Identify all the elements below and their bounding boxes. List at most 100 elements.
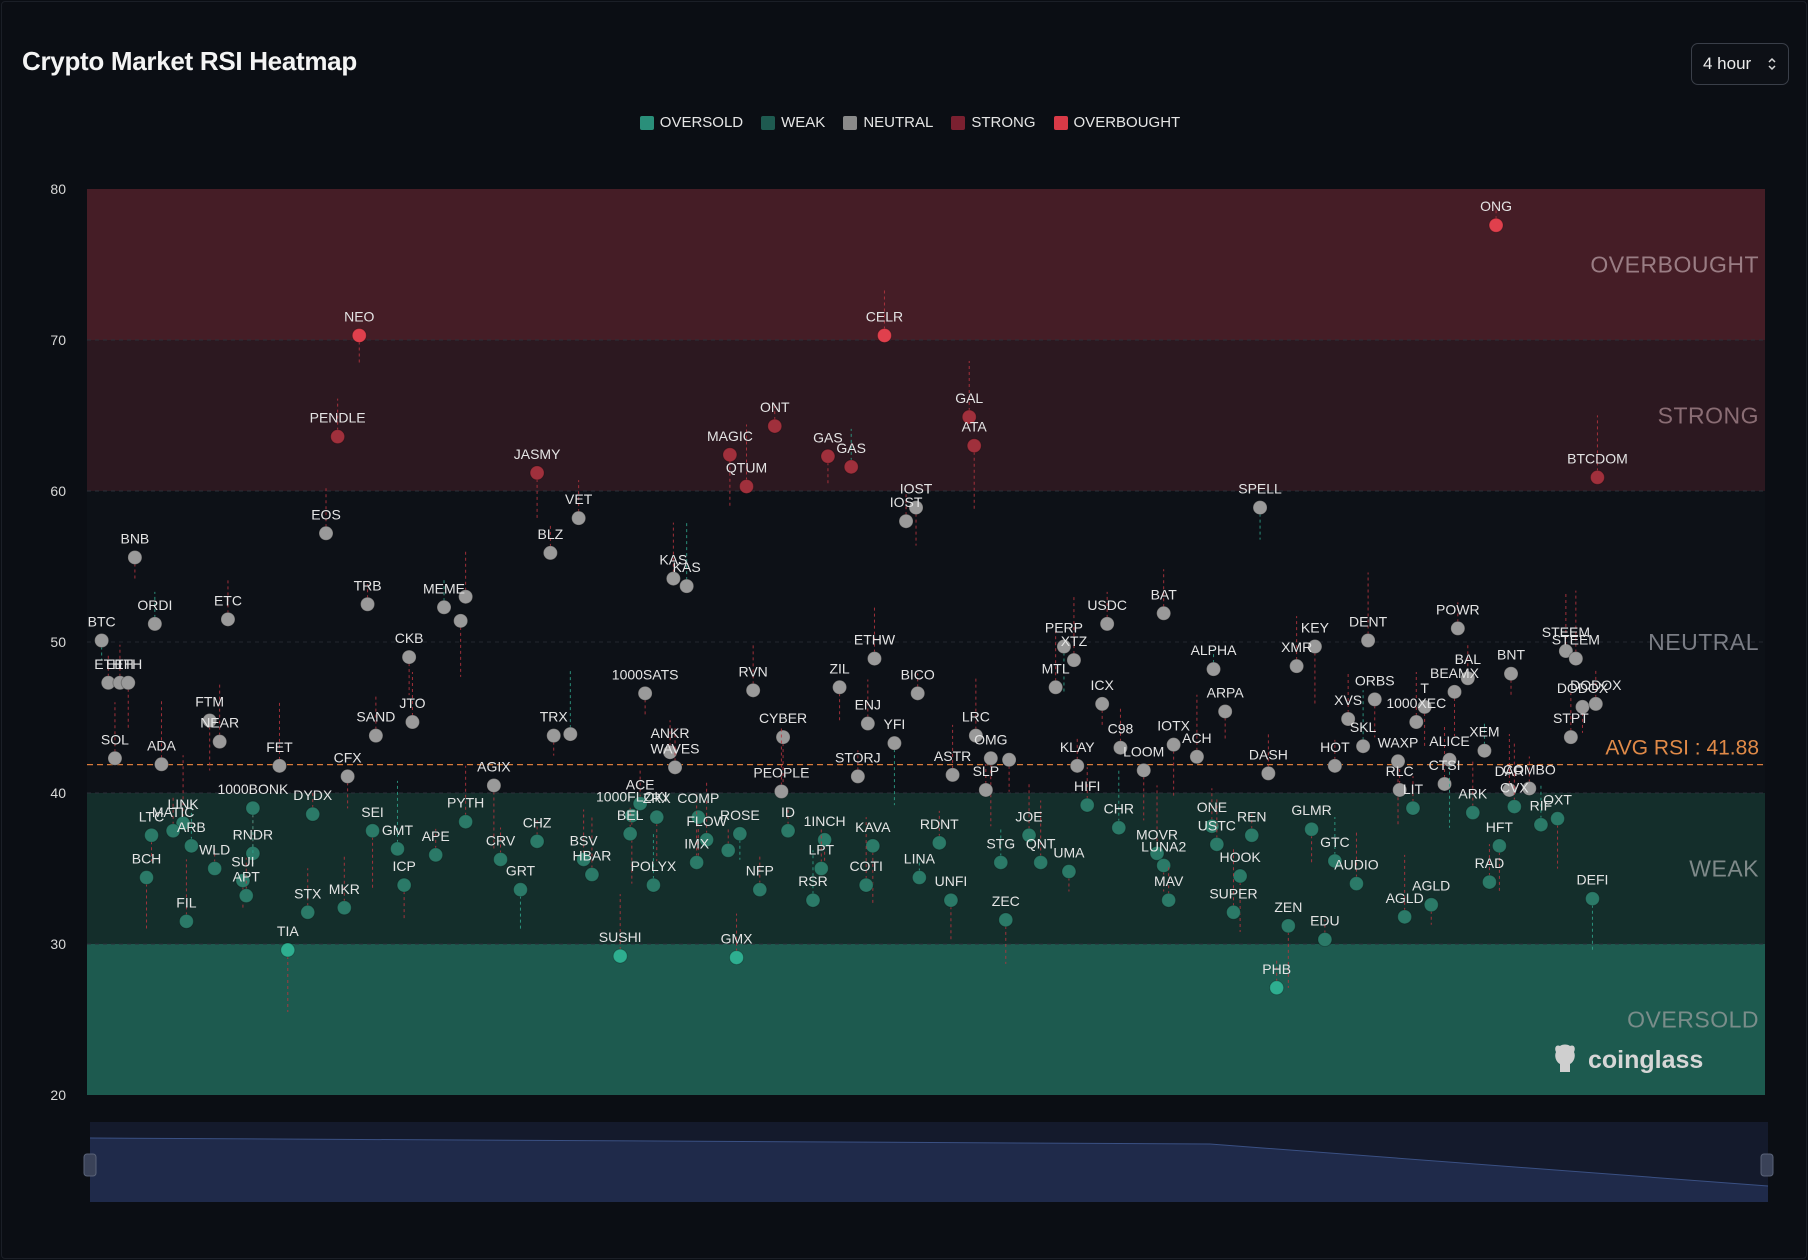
point-label: DASH: [1249, 746, 1288, 762]
rsi-point: [931, 835, 947, 851]
legend-item-oversold[interactable]: OVERSOLD: [639, 114, 743, 131]
rsi-point: [1033, 854, 1049, 870]
page-title: Crypto Market RSI Heatmap: [22, 46, 357, 76]
rsi-point: [966, 438, 982, 454]
point-label: TRX: [540, 709, 569, 725]
point-label: SUPER: [1209, 885, 1257, 901]
slider-handle-right[interactable]: [1760, 1153, 1774, 1177]
legend-swatch: [951, 115, 966, 130]
point-label: ETC: [214, 592, 242, 608]
point-label: EDU: [1310, 912, 1340, 928]
rsi-point: [428, 847, 444, 863]
rsi-point: [139, 870, 155, 886]
point-label: BNT: [1497, 647, 1525, 663]
legend-item-weak[interactable]: WEAK: [761, 114, 825, 131]
rsi-point: [961, 409, 977, 425]
point-label: ZIL: [829, 660, 849, 676]
point-label: 1000SATS: [612, 666, 679, 682]
point-label: COTI: [849, 858, 882, 874]
rsi-point: [401, 649, 417, 665]
rsi-point: [396, 877, 412, 893]
rsi-point: [622, 826, 638, 842]
slider-handle-left[interactable]: [83, 1153, 97, 1177]
rsi-point: [745, 682, 761, 698]
rsi-point: [943, 892, 959, 908]
point-label: NEO: [344, 308, 374, 324]
point-label: ACH: [1182, 730, 1212, 746]
point-label: ONE: [1197, 799, 1227, 815]
rsi-point: [183, 838, 199, 854]
rsi-point: [1460, 670, 1476, 686]
point-label: APT: [233, 869, 261, 885]
rsi-point: [637, 685, 653, 701]
point-label: PYTH: [447, 795, 484, 811]
point-label: GTC: [1320, 834, 1350, 850]
rsi-point: [1156, 605, 1172, 621]
rsi-point: [300, 904, 316, 920]
y-tick-label: 40: [50, 785, 66, 801]
rsi-point: [1437, 776, 1453, 792]
point-label: ZRX: [643, 790, 672, 806]
point-label: VET: [565, 491, 593, 507]
point-label: STEEM: [1542, 624, 1590, 640]
rsi-point: [404, 714, 420, 730]
point-label: BICO: [901, 666, 935, 682]
point-label: QNT: [1026, 835, 1056, 851]
points-layer: [94, 205, 1605, 1013]
point-label: SLP: [973, 763, 999, 779]
rsi-point: [1307, 639, 1323, 655]
rsi-point: [165, 823, 181, 839]
rsi-point: [665, 571, 681, 587]
point-label: PENDLE: [310, 410, 366, 426]
rsi-point: [1533, 817, 1549, 833]
rsi-point: [280, 942, 296, 958]
interval-select[interactable]: 4 hour: [1691, 43, 1789, 85]
point-label: RAD: [1475, 855, 1505, 871]
legend-item-strong[interactable]: STRONG: [951, 114, 1036, 131]
point-label: ZEC: [992, 893, 1020, 909]
rsi-point: [612, 948, 628, 964]
rsi-point: [945, 767, 961, 783]
point-label: MOVR: [1136, 826, 1178, 842]
point-label: FET: [266, 739, 293, 755]
rsi-point: [1408, 714, 1424, 730]
rsi-point: [752, 882, 768, 898]
point-label: APE: [422, 828, 450, 844]
rsi-point: [153, 756, 169, 772]
rsi-point: [689, 854, 705, 870]
point-label: IOTX: [1157, 718, 1190, 734]
rsi-point: [820, 448, 836, 464]
legend-item-neutral[interactable]: NEUTRAL: [843, 114, 933, 131]
y-tick-label: 50: [50, 634, 66, 650]
point-label: AGIX: [477, 758, 511, 774]
point-label: ANKR: [651, 725, 690, 741]
point-label: YFI: [884, 716, 906, 732]
rsi-point: [178, 913, 194, 929]
rsi-point: [1405, 800, 1421, 816]
legend-item-overbought[interactable]: OVERBOUGHT: [1053, 114, 1180, 131]
point-label: NFP: [746, 863, 774, 879]
point-label: COMP: [677, 790, 719, 806]
point-label: XTZ: [1061, 633, 1088, 649]
point-label: ETH: [106, 656, 134, 672]
rsi-point: [238, 888, 254, 904]
point-label: PERP: [1045, 620, 1083, 636]
rsi-point: [1327, 853, 1343, 869]
point-label: 1000BONK: [217, 781, 288, 797]
rsi-point: [542, 545, 558, 561]
rsi-point: [486, 777, 502, 793]
point-label: DODOX: [1570, 677, 1622, 693]
rsi-point: [271, 758, 287, 774]
point-label: QTUM: [726, 459, 767, 475]
rsi-point: [1476, 743, 1492, 759]
point-label: ASTR: [934, 748, 971, 764]
point-label: HIFI: [1074, 778, 1100, 794]
zone-label: OVERSOLD: [1627, 1007, 1759, 1033]
point-label: FTM: [195, 694, 224, 710]
point-label: UNFI: [935, 873, 968, 889]
rsi-point: [624, 808, 640, 824]
watermark-text: coinglass: [1588, 1046, 1703, 1074]
point-label: ARPA: [1207, 684, 1245, 700]
rsi-point: [458, 814, 474, 830]
rsi-point: [1069, 758, 1085, 774]
